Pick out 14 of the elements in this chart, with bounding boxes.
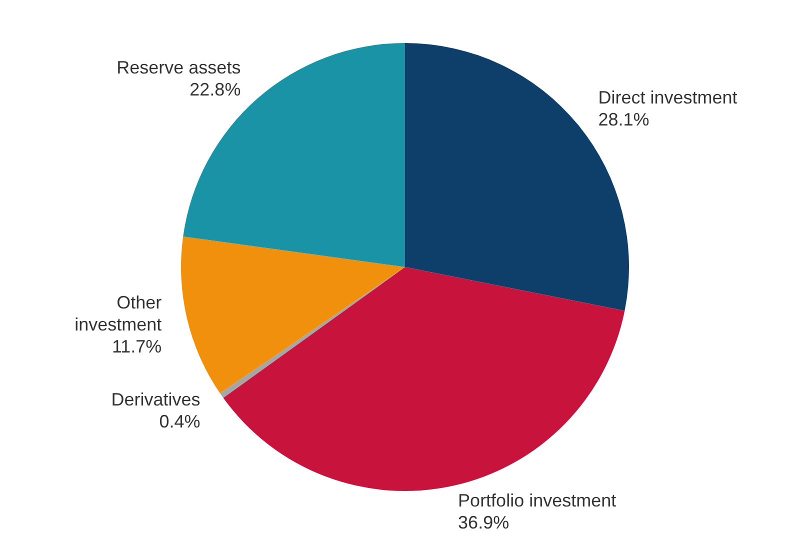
data-label: 0.4% [159,412,200,432]
slice-label: Portfolio investment [458,490,616,510]
slice-label: Other investment [74,292,162,334]
slice-label: Reserve assets [116,58,241,78]
data-label: 28.1% [598,109,650,130]
pie-slice [181,236,405,394]
data-label: 22.8% [190,80,241,100]
pie-slice [223,267,625,491]
slice-label: Direct investment [598,87,738,108]
slice-label: Derivatives [111,390,200,410]
pie-slice [183,43,405,267]
data-label: 36.9% [458,512,510,532]
pie-slice [220,267,405,398]
data-label: 11.7% [112,336,162,356]
